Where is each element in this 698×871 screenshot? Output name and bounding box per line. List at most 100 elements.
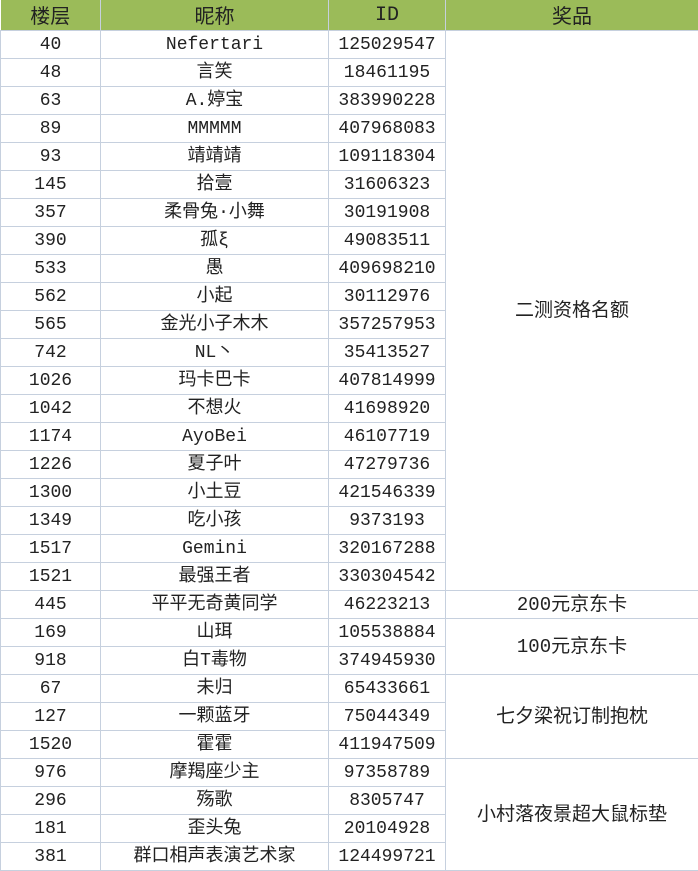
nickname-cell: 夏子叶 — [101, 451, 329, 479]
id-cell: 75044349 — [329, 703, 446, 731]
nickname-cell: 拾壹 — [101, 171, 329, 199]
floor-cell: 918 — [1, 647, 101, 675]
id-cell: 125029547 — [329, 31, 446, 59]
header-row: 楼层 昵称 ID 奖品 — [1, 0, 698, 31]
floor-cell: 40 — [1, 31, 101, 59]
floor-cell: 1026 — [1, 367, 101, 395]
floor-cell: 127 — [1, 703, 101, 731]
prize-cell: 100元京东卡 — [446, 619, 698, 675]
floor-cell: 181 — [1, 815, 101, 843]
id-cell: 41698920 — [329, 395, 446, 423]
floor-cell: 48 — [1, 59, 101, 87]
floor-cell: 63 — [1, 87, 101, 115]
id-cell: 18461195 — [329, 59, 446, 87]
nickname-cell: 殇歌 — [101, 787, 329, 815]
floor-cell: 565 — [1, 311, 101, 339]
nickname-cell: 歪头兔 — [101, 815, 329, 843]
id-cell: 47279736 — [329, 451, 446, 479]
id-cell: 49083511 — [329, 227, 446, 255]
nickname-cell: 孤ξ — [101, 227, 329, 255]
nickname-cell: 摩羯座少主 — [101, 759, 329, 787]
nickname-cell: 金光小子木木 — [101, 311, 329, 339]
nickname-cell: 吃小孩 — [101, 507, 329, 535]
id-cell: 407968083 — [329, 115, 446, 143]
nickname-cell: 平平无奇黄同学 — [101, 591, 329, 619]
floor-cell: 390 — [1, 227, 101, 255]
nickname-cell: 小土豆 — [101, 479, 329, 507]
nickname-cell: Gemini — [101, 535, 329, 563]
nickname-cell: 白T毒物 — [101, 647, 329, 675]
floor-cell: 1520 — [1, 731, 101, 759]
floor-cell: 533 — [1, 255, 101, 283]
header-floor: 楼层 — [1, 0, 101, 31]
id-cell: 383990228 — [329, 87, 446, 115]
floor-cell: 169 — [1, 619, 101, 647]
id-cell: 46223213 — [329, 591, 446, 619]
id-cell: 409698210 — [329, 255, 446, 283]
floor-cell: 89 — [1, 115, 101, 143]
id-cell: 46107719 — [329, 423, 446, 451]
nickname-cell: MMMMM — [101, 115, 329, 143]
nickname-cell: 柔骨兔·小舞 — [101, 199, 329, 227]
floor-cell: 357 — [1, 199, 101, 227]
nickname-cell: Nefertari — [101, 31, 329, 59]
id-cell: 8305747 — [329, 787, 446, 815]
floor-cell: 93 — [1, 143, 101, 171]
nickname-cell: 一颗蓝牙 — [101, 703, 329, 731]
id-cell: 320167288 — [329, 535, 446, 563]
id-cell: 9373193 — [329, 507, 446, 535]
id-cell: 357257953 — [329, 311, 446, 339]
nickname-cell: 小起 — [101, 283, 329, 311]
nickname-cell: 愚 — [101, 255, 329, 283]
floor-cell: 67 — [1, 675, 101, 703]
nickname-cell: 山珥 — [101, 619, 329, 647]
nickname-cell: 最强王者 — [101, 563, 329, 591]
nickname-cell: 群口相声表演艺术家 — [101, 843, 329, 871]
prize-cell: 二测资格名额 — [446, 31, 698, 591]
nickname-cell: A.婷宝 — [101, 87, 329, 115]
id-cell: 411947509 — [329, 731, 446, 759]
floor-cell: 1521 — [1, 563, 101, 591]
nickname-cell: 未归 — [101, 675, 329, 703]
floor-cell: 976 — [1, 759, 101, 787]
nickname-cell: NL丶 — [101, 339, 329, 367]
floor-cell: 145 — [1, 171, 101, 199]
id-cell: 20104928 — [329, 815, 446, 843]
floor-cell: 742 — [1, 339, 101, 367]
floor-cell: 1174 — [1, 423, 101, 451]
id-cell: 421546339 — [329, 479, 446, 507]
id-cell: 407814999 — [329, 367, 446, 395]
floor-cell: 1300 — [1, 479, 101, 507]
id-cell: 97358789 — [329, 759, 446, 787]
nickname-cell: 靖靖靖 — [101, 143, 329, 171]
header-id: ID — [329, 0, 446, 31]
id-cell: 31606323 — [329, 171, 446, 199]
floor-cell: 562 — [1, 283, 101, 311]
nickname-cell: 言笑 — [101, 59, 329, 87]
nickname-cell: 不想火 — [101, 395, 329, 423]
floor-cell: 1042 — [1, 395, 101, 423]
id-cell: 124499721 — [329, 843, 446, 871]
floor-cell: 445 — [1, 591, 101, 619]
floor-cell: 1349 — [1, 507, 101, 535]
header-nickname: 昵称 — [101, 0, 329, 31]
prize-cell: 七夕梁祝订制抱枕 — [446, 675, 698, 759]
id-cell: 330304542 — [329, 563, 446, 591]
id-cell: 109118304 — [329, 143, 446, 171]
id-cell: 374945930 — [329, 647, 446, 675]
id-cell: 35413527 — [329, 339, 446, 367]
id-cell: 30112976 — [329, 283, 446, 311]
id-cell: 65433661 — [329, 675, 446, 703]
header-prize: 奖品 — [446, 0, 698, 31]
floor-cell: 1226 — [1, 451, 101, 479]
prize-cell: 小村落夜景超大鼠标垫 — [446, 759, 698, 871]
nickname-cell: 霍霍 — [101, 731, 329, 759]
id-cell: 30191908 — [329, 199, 446, 227]
nickname-cell: 玛卡巴卡 — [101, 367, 329, 395]
